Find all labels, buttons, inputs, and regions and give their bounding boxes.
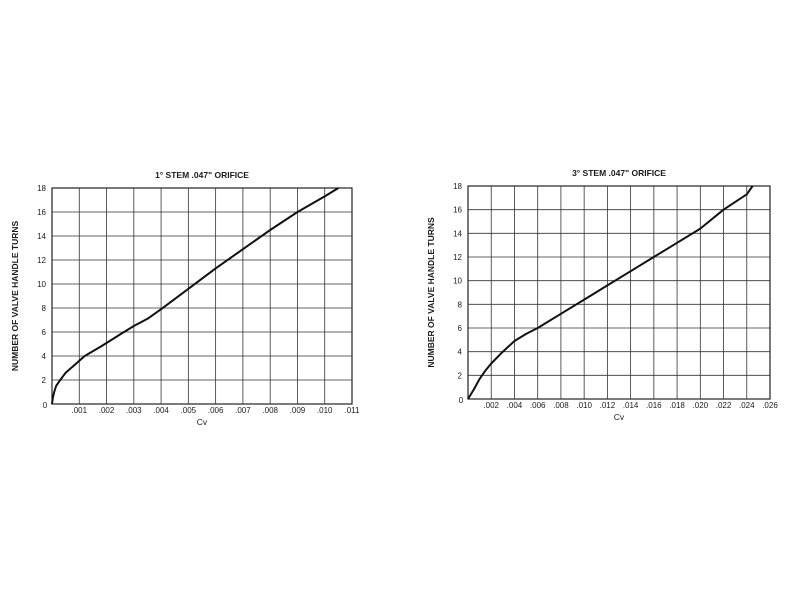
y-tick-label: 6 xyxy=(458,324,463,333)
plot-frame xyxy=(467,185,771,400)
x-tick-label: .006 xyxy=(530,401,546,410)
y-tick-label: 10 xyxy=(453,277,462,286)
y-tick-label: 2 xyxy=(42,376,47,385)
y-tick-label: 10 xyxy=(37,280,46,289)
y-tick-label: 6 xyxy=(42,328,47,337)
x-axis-label: Cv xyxy=(197,417,208,427)
x-tick-label: .020 xyxy=(693,401,709,410)
y-axis-label: NUMBER OF VALVE HANDLE TURNS xyxy=(10,221,20,372)
x-tick-label: .002 xyxy=(99,406,115,415)
y-tick-label: 16 xyxy=(37,208,46,217)
x-tick-label: .016 xyxy=(646,401,662,410)
x-tick-label: .012 xyxy=(600,401,616,410)
y-tick-label: 18 xyxy=(453,182,462,191)
x-tick-label: .024 xyxy=(739,401,755,410)
x-tick-label: .004 xyxy=(153,406,169,415)
x-tick-label: .002 xyxy=(483,401,499,410)
x-tick-label: .007 xyxy=(235,406,251,415)
x-tick-label: .005 xyxy=(181,406,197,415)
chart-1: 1° STEM .047" ORIFICE .001 .002 .003 .004 .00… xyxy=(0,160,400,430)
y-tick-label: 8 xyxy=(458,300,463,309)
x-tick-label: .004 xyxy=(507,401,523,410)
origin-tick-label: 0 xyxy=(459,396,464,405)
y-tick-label: 12 xyxy=(453,253,462,262)
y-tick-label: 4 xyxy=(42,352,47,361)
x-tick-label: .018 xyxy=(669,401,685,410)
origin-tick-label: 0 xyxy=(43,401,48,410)
y-tick-label: 18 xyxy=(37,184,46,193)
x-tick-label: .010 xyxy=(317,406,333,415)
x-tick-label: .001 xyxy=(71,406,87,415)
chart-2-svg: 3° STEM .047" ORIFICE .002 .004 .006 .008 .01… xyxy=(426,168,778,422)
y-tick-label: 14 xyxy=(37,232,46,241)
x-tick-label: .008 xyxy=(553,401,569,410)
chart-2: 3° STEM .047" ORIFICE .002 .004 .006 .008 .01… xyxy=(418,160,800,430)
chart-title: 1° STEM .047" ORIFICE xyxy=(155,170,249,180)
chart-title: 3° STEM .047" ORIFICE xyxy=(572,168,666,178)
y-tick-label: 8 xyxy=(42,304,47,313)
x-tick-label: .009 xyxy=(290,406,306,415)
y-tick-label: 14 xyxy=(453,229,462,238)
x-tick-label: .014 xyxy=(623,401,639,410)
chart-1-svg: 1° STEM .047" ORIFICE .001 .002 .003 .004 .00… xyxy=(10,170,361,427)
series-line xyxy=(51,187,339,405)
plot-frame xyxy=(51,187,353,405)
x-tick-label: .026 xyxy=(762,401,778,410)
x-tick-label: .003 xyxy=(126,406,142,415)
x-tick-label: .022 xyxy=(716,401,732,410)
x-axis-label: Cv xyxy=(614,412,625,422)
x-tick-label: .006 xyxy=(208,406,224,415)
y-axis-label: NUMBER OF VALVE HANDLE TURNS xyxy=(426,217,436,368)
y-tick-label: 12 xyxy=(37,256,46,265)
series-line xyxy=(467,185,754,400)
y-tick-label: 4 xyxy=(458,348,463,357)
y-tick-label: 2 xyxy=(458,371,463,380)
x-tick-label: .011 xyxy=(345,406,361,415)
y-tick-label: 16 xyxy=(453,206,462,215)
x-tick-label: .008 xyxy=(262,406,278,415)
x-tick-label: .010 xyxy=(576,401,592,410)
